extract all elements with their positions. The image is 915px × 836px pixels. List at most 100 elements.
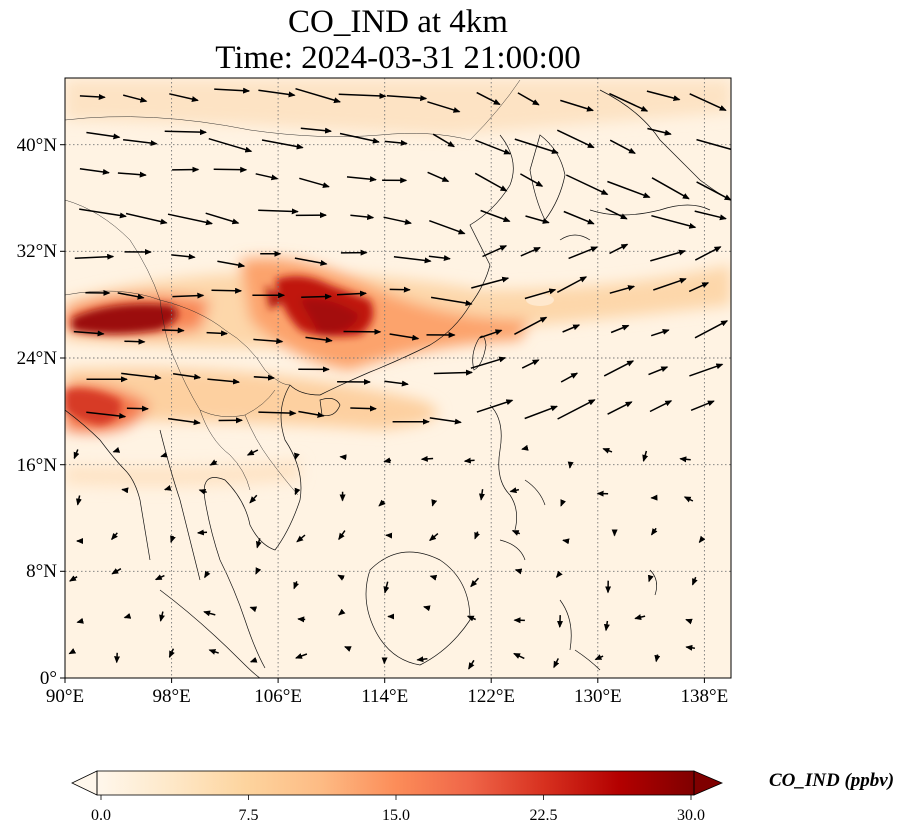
lon-tick-label: 106°E bbox=[254, 686, 302, 707]
wind-arrow bbox=[167, 213, 213, 226]
wind-arrow bbox=[565, 174, 609, 196]
wind-arrow bbox=[305, 336, 333, 344]
wind-arrow bbox=[297, 616, 306, 623]
map-frame bbox=[64, 77, 732, 679]
wind-arrow bbox=[683, 496, 694, 503]
wind-arrow bbox=[295, 653, 308, 659]
wind-arrow bbox=[295, 87, 341, 104]
wind-arrow bbox=[111, 532, 118, 541]
wind-arrow bbox=[249, 606, 258, 613]
wind-arrow bbox=[602, 447, 613, 454]
wind-arrow bbox=[433, 369, 473, 376]
wind-arrow bbox=[650, 527, 658, 536]
wind-arrow bbox=[520, 173, 544, 187]
wind-arrow bbox=[429, 533, 439, 542]
wind-arrow bbox=[163, 485, 172, 491]
lon-tick-label: 90°E bbox=[46, 686, 84, 707]
wind-arrow bbox=[249, 494, 258, 504]
wind-arrow bbox=[261, 139, 304, 150]
wind-arrow bbox=[563, 210, 595, 225]
wind-arrow bbox=[560, 372, 579, 383]
wind-arrow bbox=[423, 605, 431, 612]
wind-arrow bbox=[517, 92, 540, 106]
wind-vectors bbox=[68, 87, 731, 670]
wind-arrow bbox=[476, 399, 514, 413]
longitude-ticks: 90°E 98°E 106°E 114°E 122°E 130°E 138°E bbox=[46, 678, 728, 707]
wind-arrow bbox=[430, 296, 473, 306]
wind-arrow bbox=[431, 499, 438, 507]
wind-arrow bbox=[420, 455, 434, 462]
wind-arrow bbox=[694, 246, 722, 261]
wind-arrow bbox=[217, 260, 246, 268]
wind-arrow bbox=[609, 139, 636, 154]
wind-arrow bbox=[253, 338, 284, 345]
concentration-field bbox=[65, 78, 731, 678]
wind-arrow bbox=[389, 333, 420, 341]
wind-arrow bbox=[651, 214, 697, 229]
wind-arrow bbox=[649, 400, 673, 413]
wind-arrow bbox=[258, 89, 296, 98]
wind-arrow bbox=[556, 276, 588, 293]
lat-tick-label: 24°N bbox=[17, 348, 58, 369]
wind-arrow bbox=[688, 282, 710, 293]
wind-arrow bbox=[514, 138, 559, 154]
wind-arrow bbox=[338, 608, 346, 616]
wind-arrow bbox=[255, 173, 279, 181]
wind-arrow bbox=[509, 487, 520, 494]
wind-arrow bbox=[428, 255, 451, 261]
wind-arrow bbox=[685, 644, 696, 651]
wind-arrow bbox=[610, 324, 630, 334]
wind-arrow bbox=[154, 574, 165, 581]
wind-arrow bbox=[594, 654, 604, 661]
wind-arrow bbox=[463, 457, 475, 464]
wind-arrow bbox=[514, 568, 523, 575]
wind-arrow bbox=[337, 574, 345, 581]
wind-arrow bbox=[698, 535, 706, 544]
wind-arrow bbox=[162, 327, 185, 334]
wind-arrow bbox=[383, 216, 412, 225]
wind-arrow bbox=[112, 447, 121, 453]
wind-arrow bbox=[294, 487, 301, 496]
wind-arrow bbox=[474, 172, 508, 192]
lon-tick-label: 114°E bbox=[361, 686, 408, 707]
wind-arrow bbox=[159, 611, 165, 622]
wind-arrow bbox=[255, 538, 262, 549]
wind-arrow bbox=[482, 245, 508, 258]
wind-arrow bbox=[651, 177, 690, 200]
lat-tick-label: 8°N bbox=[26, 561, 57, 582]
wind-arrow bbox=[607, 180, 651, 199]
wind-arrow bbox=[117, 171, 147, 178]
wind-arrow bbox=[121, 487, 129, 494]
wind-arrow bbox=[160, 451, 168, 458]
wind-arrow bbox=[124, 338, 146, 345]
lon-tick-label: 130°E bbox=[574, 686, 622, 707]
wind-arrow bbox=[642, 450, 649, 462]
wind-arrow bbox=[111, 568, 122, 575]
wind-arrow bbox=[393, 255, 432, 264]
map-subtitle-time: Time: 2024-03-31 21:00:00 bbox=[215, 40, 581, 76]
wind-arrow bbox=[689, 363, 724, 377]
wind-arrow bbox=[654, 654, 661, 663]
wind-arrow bbox=[214, 87, 251, 94]
wind-arrow bbox=[603, 360, 635, 377]
wind-arrow bbox=[634, 614, 646, 621]
wind-arrow bbox=[69, 575, 78, 582]
wind-arrow bbox=[208, 649, 219, 655]
wind-arrow bbox=[386, 94, 428, 102]
wind-arrow bbox=[167, 417, 201, 426]
wind-arrow bbox=[557, 399, 596, 420]
wind-arrow bbox=[213, 166, 248, 173]
colorbar-tick-label: 7.5 bbox=[239, 807, 259, 824]
wind-arrow bbox=[427, 171, 450, 183]
wind-arrow bbox=[474, 531, 480, 540]
gridlines bbox=[65, 78, 731, 678]
wind-arrow bbox=[562, 538, 570, 545]
wind-arrow bbox=[125, 212, 168, 225]
wind-arrow bbox=[691, 576, 698, 586]
wind-arrow bbox=[301, 293, 332, 300]
wind-arrow bbox=[79, 93, 106, 100]
wind-arrow bbox=[253, 374, 275, 381]
wind-arrow bbox=[86, 131, 121, 140]
lat-tick-label: 40°N bbox=[17, 135, 58, 156]
